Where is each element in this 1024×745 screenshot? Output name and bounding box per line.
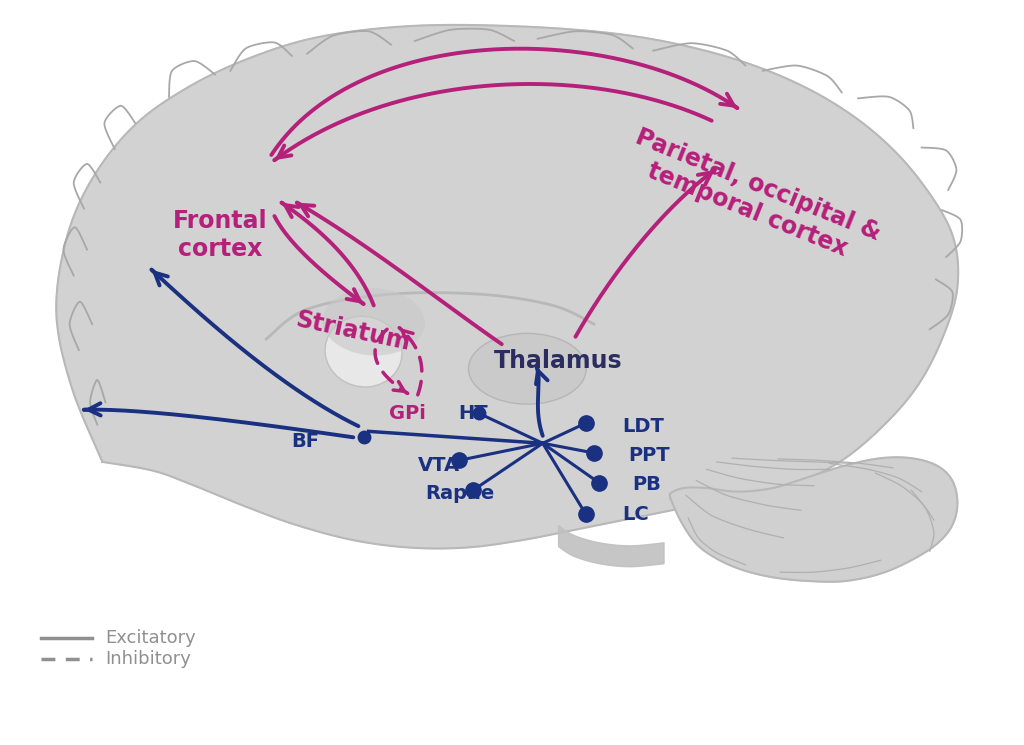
Polygon shape: [670, 457, 957, 582]
Text: Thalamus: Thalamus: [494, 349, 623, 373]
Text: GPi: GPi: [389, 404, 426, 423]
Text: VTA: VTA: [418, 456, 460, 475]
Text: Inhibitory: Inhibitory: [105, 650, 191, 668]
Text: Parietal, occipital &
temporal cortex: Parietal, occipital & temporal cortex: [622, 124, 884, 270]
Ellipse shape: [469, 334, 586, 404]
Text: HT: HT: [459, 404, 487, 423]
Text: LC: LC: [623, 504, 649, 524]
Text: PB: PB: [632, 475, 660, 494]
Ellipse shape: [323, 288, 425, 355]
Ellipse shape: [325, 317, 402, 387]
Text: Striatum: Striatum: [294, 308, 413, 355]
Text: Raphe: Raphe: [425, 484, 495, 503]
Text: LDT: LDT: [623, 416, 665, 436]
Text: PPT: PPT: [629, 446, 671, 466]
Text: Excitatory: Excitatory: [105, 630, 197, 647]
Text: BF: BF: [291, 431, 319, 451]
Text: Frontal
cortex: Frontal cortex: [173, 209, 267, 261]
Polygon shape: [56, 25, 958, 548]
